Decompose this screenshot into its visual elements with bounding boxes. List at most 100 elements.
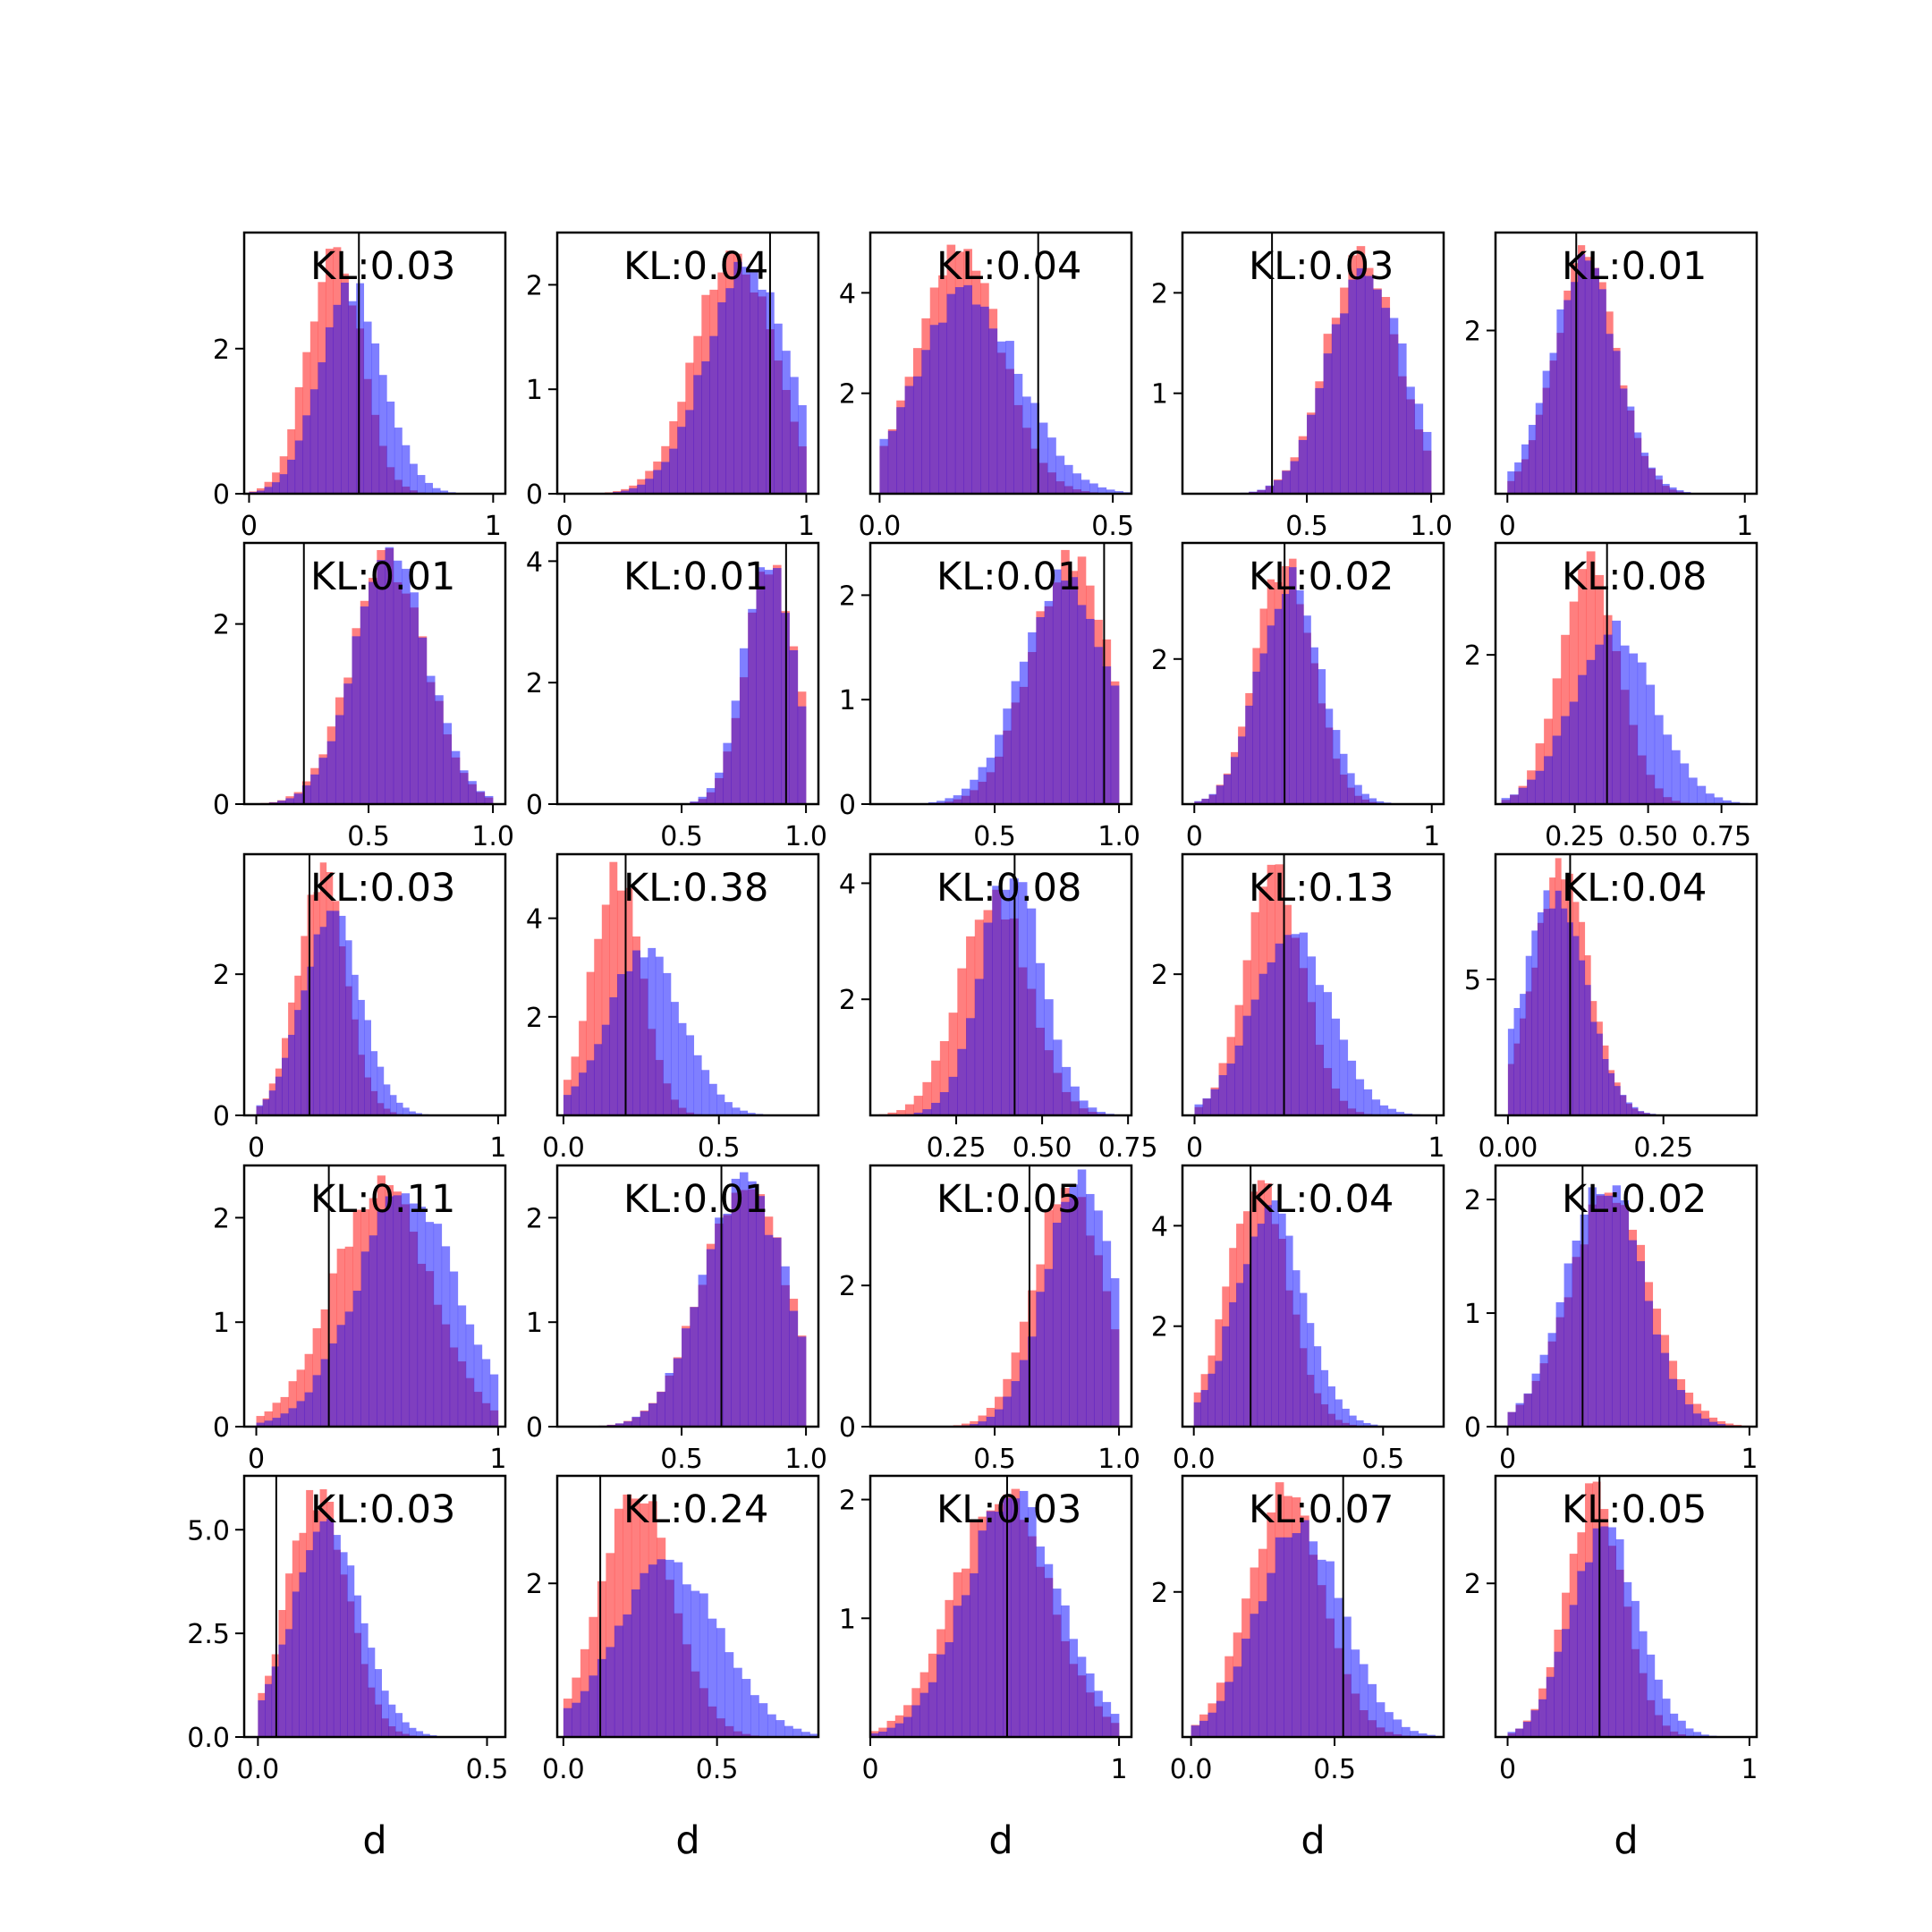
blue-bar xyxy=(1639,1631,1648,1737)
blue-bar xyxy=(1379,1105,1389,1115)
panel-22: 0.0 0.5 2 KL:0.24 d xyxy=(526,1474,820,1863)
blue-bar xyxy=(335,715,344,804)
blue-bar xyxy=(1102,666,1112,804)
blue-bar xyxy=(741,1679,751,1737)
x-tick-label: 0.0 xyxy=(859,511,902,542)
x-tick-label: 0.5 xyxy=(696,1754,739,1785)
blue-bar xyxy=(1216,785,1224,804)
blue-bar xyxy=(948,1076,958,1115)
blue-bar xyxy=(1552,735,1562,804)
blue-bar xyxy=(383,1084,391,1115)
red-bar xyxy=(601,904,610,1115)
blue-bar xyxy=(326,911,334,1115)
red-bar xyxy=(304,1353,313,1427)
blue-bar xyxy=(1572,936,1580,1115)
blue-bar xyxy=(369,1235,378,1427)
blue-bar xyxy=(784,1725,793,1737)
blue-bar xyxy=(1110,685,1120,804)
blue-histogram xyxy=(249,282,479,494)
blue-bar xyxy=(1620,1199,1630,1427)
blue-bar xyxy=(1327,1386,1335,1427)
x-tick-label: 0.5 xyxy=(466,1754,509,1785)
axes-frame xyxy=(555,541,820,806)
blue-bar xyxy=(328,1343,337,1427)
y-tick-label: 2 xyxy=(839,1486,856,1517)
blue-bar xyxy=(272,1418,281,1427)
blue-bar xyxy=(268,1090,276,1115)
kl-annotation: KL:0.13 xyxy=(1249,866,1394,911)
blue-bar xyxy=(468,781,477,804)
blue-bar xyxy=(476,791,486,804)
blue-bar xyxy=(1230,757,1239,804)
blue-bar xyxy=(1359,1664,1368,1737)
blue-bar xyxy=(946,293,956,494)
blue-bar xyxy=(572,1702,581,1737)
blue-bar xyxy=(775,1720,785,1737)
blue-bar xyxy=(1275,943,1284,1115)
blue-bar xyxy=(1284,1537,1292,1737)
x-tick-label: 1 xyxy=(1736,511,1753,542)
blue-bar xyxy=(1677,1720,1686,1737)
blue-bar xyxy=(377,560,386,804)
blue-bar xyxy=(978,1530,987,1737)
blue-bar xyxy=(1088,1107,1097,1115)
blue-bar xyxy=(326,741,336,804)
blue-bar xyxy=(1636,1261,1646,1427)
blue-bar xyxy=(614,1625,623,1737)
blue-bar xyxy=(1671,750,1681,804)
blue-bar xyxy=(370,1051,378,1115)
blue-bar xyxy=(1385,1712,1394,1737)
blue-bar xyxy=(378,375,387,494)
blue-bar xyxy=(1652,1334,1662,1427)
x-tick-label: 0.50 xyxy=(1618,821,1678,852)
blue-bar xyxy=(416,1731,424,1737)
blue-bar xyxy=(1030,402,1040,494)
blue-bar xyxy=(1631,1600,1640,1737)
blue-bar xyxy=(648,947,657,1115)
blue-bar xyxy=(443,723,453,804)
blue-bar xyxy=(1643,1113,1650,1115)
blue-bar xyxy=(410,463,418,494)
panel-8: 0.5 1.0 0 1 2 KL:0.01 xyxy=(839,541,1140,852)
blue-bar xyxy=(1300,1292,1308,1427)
blue-histogram xyxy=(1501,620,1758,804)
blue-bar xyxy=(879,438,889,494)
blue-bar xyxy=(764,1234,774,1427)
blue-bar xyxy=(1669,487,1677,494)
y-tick-label: 2 xyxy=(213,960,230,991)
y-tick-label: 1 xyxy=(1151,379,1168,411)
y-tick-label: 0 xyxy=(213,479,230,511)
y-tick-label: 2 xyxy=(839,379,856,411)
kl-annotation: KL:0.01 xyxy=(623,1177,768,1222)
blue-bar xyxy=(390,1095,397,1115)
blue-bar xyxy=(1340,313,1349,494)
blue-bar xyxy=(332,911,340,1115)
panel-9: 0 1 2 KL:0.02 xyxy=(1151,541,1445,852)
blue-bar xyxy=(995,1512,1004,1737)
blue-bar xyxy=(1201,798,1209,804)
blue-bar xyxy=(690,1307,699,1427)
blue-bar xyxy=(1003,708,1012,804)
blue-histogram xyxy=(886,1169,1120,1427)
blue-bar xyxy=(279,474,288,494)
red-bar xyxy=(904,1104,914,1115)
blue-bar xyxy=(1692,1413,1702,1427)
blue-bar xyxy=(894,1723,904,1737)
blue-bar xyxy=(887,430,897,494)
blue-bar xyxy=(1061,580,1070,804)
red-bar xyxy=(896,1110,906,1115)
blue-bar xyxy=(1555,890,1562,1115)
y-tick-label: 1 xyxy=(1464,1299,1481,1330)
x-tick-label: 0 xyxy=(556,511,573,542)
kl-annotation: KL:0.07 xyxy=(1249,1487,1394,1532)
blue-bar xyxy=(1245,705,1253,804)
blue-bar xyxy=(1381,308,1391,494)
blue-bar xyxy=(1418,1733,1428,1737)
blue-bar xyxy=(896,407,905,494)
y-tick-label: 5.0 xyxy=(187,1515,230,1546)
blue-bar xyxy=(1395,1112,1405,1115)
blue-bar xyxy=(1236,1283,1244,1427)
blue-bar xyxy=(970,1424,979,1427)
blue-bar xyxy=(1102,1701,1112,1737)
blue-bar xyxy=(677,427,686,494)
